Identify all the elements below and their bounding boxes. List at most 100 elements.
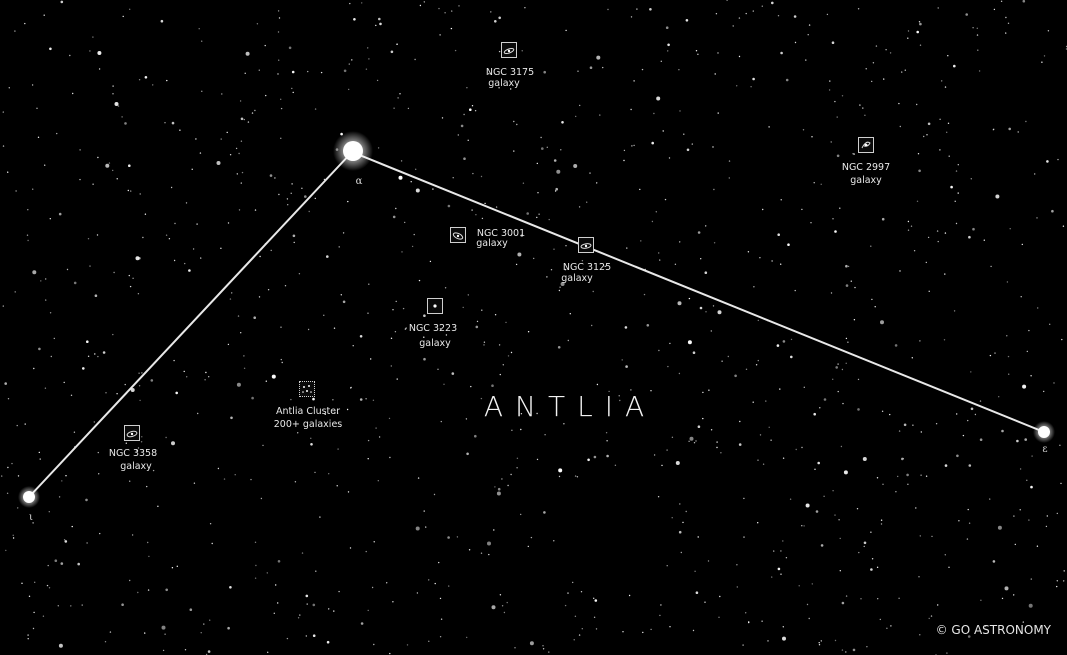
field-star — [541, 147, 544, 150]
field-star — [782, 540, 784, 542]
field-star — [834, 639, 837, 642]
field-star — [820, 640, 822, 642]
field-star — [671, 436, 674, 438]
field-star — [125, 442, 128, 444]
star-epsilon[interactable] — [1038, 426, 1050, 438]
field-star — [780, 263, 782, 265]
field-star — [1062, 225, 1065, 227]
field-star — [979, 400, 982, 402]
galaxy-icon[interactable] — [427, 298, 443, 314]
field-star — [404, 328, 407, 330]
field-star — [326, 640, 330, 644]
object-name-ngc2997[interactable]: NGC 2997 — [841, 162, 891, 173]
field-star — [481, 217, 484, 220]
field-star — [367, 609, 369, 612]
object-name-ngc3001[interactable]: NGC 3001 — [476, 228, 526, 239]
field-star — [388, 417, 391, 420]
field-star — [710, 429, 713, 431]
field-star — [157, 505, 159, 507]
field-star — [124, 122, 127, 125]
field-star — [244, 72, 246, 75]
object-name-ngc3358[interactable]: NGC 3358 — [108, 448, 158, 459]
field-star — [671, 517, 673, 519]
object-type-ngc3358: galaxy — [120, 461, 152, 472]
object-name-ngc3175[interactable]: NGC 3175 — [485, 67, 535, 78]
field-star — [284, 285, 287, 287]
field-star — [439, 34, 441, 36]
field-star — [254, 577, 257, 579]
field-star — [777, 15, 780, 17]
field-star — [475, 325, 479, 329]
field-star — [514, 647, 516, 649]
field-star — [521, 50, 523, 52]
field-star — [953, 64, 956, 68]
star-iota[interactable] — [23, 491, 35, 503]
field-star — [201, 40, 203, 42]
field-star — [2, 305, 4, 307]
field-star — [768, 126, 770, 128]
field-star — [367, 47, 369, 49]
field-star — [1008, 127, 1011, 131]
field-star — [28, 595, 31, 597]
field-star — [832, 378, 834, 380]
galaxy-cluster-icon[interactable] — [299, 381, 315, 397]
field-star — [862, 107, 864, 109]
object-name-antlia-cluster[interactable]: Antlia Cluster — [275, 406, 341, 417]
star-alpha[interactable] — [343, 141, 363, 161]
field-star — [491, 384, 494, 388]
field-star — [48, 587, 51, 589]
object-name-ngc3125[interactable]: NGC 3125 — [562, 262, 612, 273]
field-star — [742, 644, 744, 646]
field-star — [505, 321, 507, 324]
galaxy-icon[interactable] — [501, 42, 517, 58]
galaxy-icon[interactable] — [858, 137, 874, 153]
field-star — [1, 475, 3, 477]
field-star — [243, 355, 245, 357]
field-star — [870, 245, 872, 247]
field-star — [516, 467, 518, 469]
field-star — [857, 378, 860, 381]
field-star — [457, 134, 459, 136]
object-name-ngc3223[interactable]: NGC 3223 — [408, 323, 458, 334]
field-star — [230, 416, 233, 420]
field-star — [481, 309, 483, 311]
field-star — [337, 412, 339, 414]
field-star — [267, 651, 269, 653]
star-epsilon-label: ε — [1042, 444, 1048, 455]
field-star — [444, 287, 447, 289]
field-star — [474, 110, 477, 112]
field-star — [21, 582, 23, 584]
galaxy-icon[interactable] — [578, 237, 594, 253]
field-star — [27, 239, 29, 242]
field-star — [56, 132, 58, 135]
field-star — [166, 79, 168, 82]
field-star — [31, 84, 34, 86]
field-star — [488, 553, 490, 556]
field-star — [715, 13, 718, 15]
field-star — [904, 69, 906, 71]
field-star — [129, 8, 131, 10]
field-star — [97, 451, 100, 454]
field-star — [237, 315, 240, 317]
field-star — [7, 171, 9, 173]
field-star — [794, 289, 796, 292]
field-star — [767, 640, 769, 642]
field-star — [596, 182, 598, 184]
galaxy-icon[interactable] — [450, 227, 466, 243]
field-star — [931, 535, 933, 538]
field-star — [695, 50, 698, 52]
field-star — [367, 458, 369, 460]
field-star — [1061, 338, 1063, 341]
field-star — [346, 408, 349, 411]
field-star — [837, 390, 839, 393]
field-star — [682, 521, 684, 524]
galaxy-icon[interactable] — [124, 425, 140, 441]
field-star — [220, 247, 222, 249]
field-star — [404, 221, 406, 224]
field-star — [836, 154, 840, 158]
field-star — [624, 326, 628, 329]
field-star — [1060, 482, 1062, 485]
field-star — [704, 601, 706, 603]
field-star — [390, 337, 393, 339]
field-star — [623, 159, 625, 162]
